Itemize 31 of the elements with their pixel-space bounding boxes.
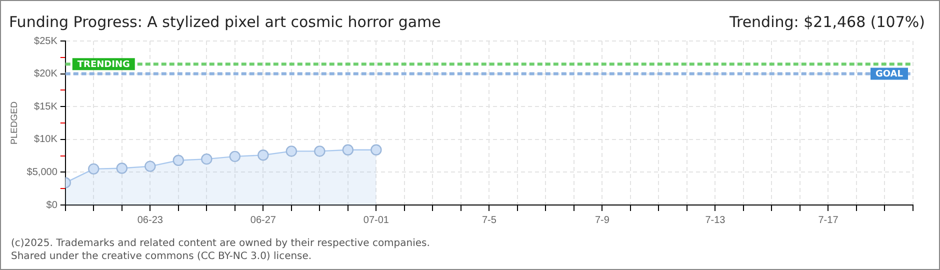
y-tick-label: $5,000 (26, 166, 58, 178)
point (314, 146, 326, 157)
point (370, 144, 382, 156)
x-tick-label: 07-01 (363, 214, 390, 226)
y-axis-title: PLEDGED (8, 100, 19, 145)
point (342, 144, 354, 156)
point (116, 162, 128, 174)
x-tick-label: 7-13 (705, 214, 726, 226)
point (201, 153, 212, 165)
ref-line-label: TRENDING (77, 60, 130, 70)
chart-title: Funding Progress: A stylized pixel art cosmic horror game (9, 13, 441, 31)
y-tick-label: $0 (46, 200, 58, 211)
point (144, 160, 156, 172)
x-tick-label: 06-27 (250, 214, 276, 226)
y-tick-label: $25K (34, 36, 58, 47)
x-tick-label: 7-9 (594, 214, 610, 226)
x-tick-label: 7-17 (818, 214, 839, 226)
chart-subtitle: Trending: $21,468 (107%) (730, 13, 925, 31)
x-tick-label: 06-23 (137, 214, 164, 226)
ref-line-label: GOAL (876, 70, 904, 80)
y-tick-label: $10K (34, 134, 58, 146)
x-tick-label: 7-5 (482, 214, 497, 226)
point (88, 163, 100, 175)
y-tick-label: $15K (34, 101, 58, 112)
point (229, 150, 241, 162)
text: Shared under the creative commons (CC BY-NC 3.0) license. (11, 250, 313, 263)
point (286, 146, 298, 157)
point (172, 154, 184, 166)
y-tick-label: $20K (34, 68, 58, 80)
text: (c)2025. Trademarks and related content are owned by their respective companies. (11, 237, 430, 250)
point (258, 150, 269, 161)
